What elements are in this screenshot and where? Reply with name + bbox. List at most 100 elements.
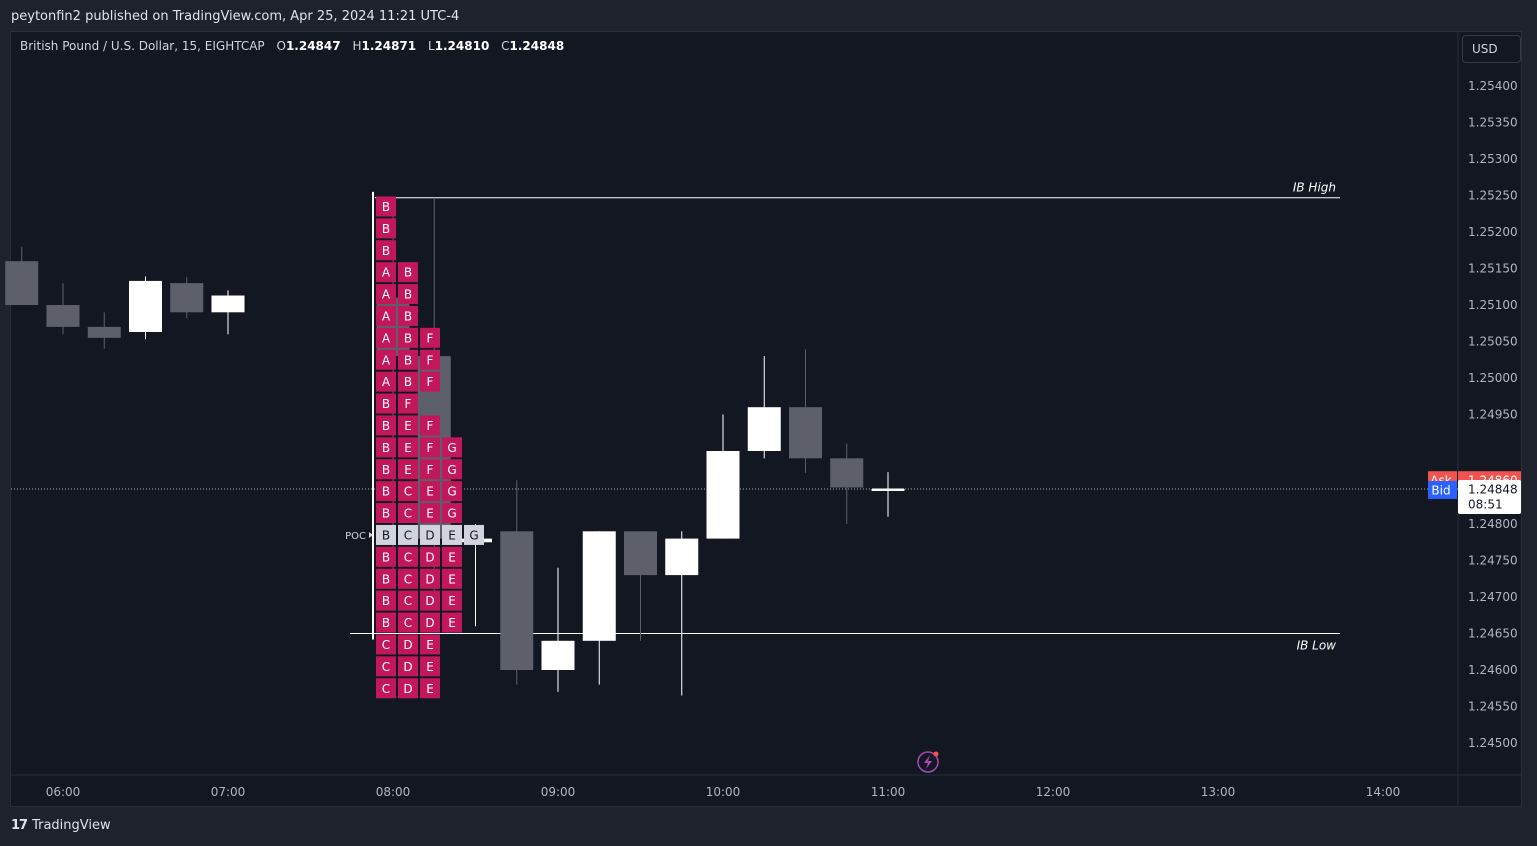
poc-arrow-icon	[369, 531, 373, 538]
tpo-cell	[420, 524, 440, 545]
candle-body[interactable]	[5, 261, 39, 305]
candle-body[interactable]	[87, 326, 121, 338]
lightning-bolt-icon	[924, 755, 932, 769]
candle-body[interactable]	[665, 538, 699, 576]
candle-body[interactable]	[624, 531, 657, 576]
tpo-cell	[376, 678, 396, 699]
price-tick-label: 1.24500	[1468, 736, 1518, 750]
tradingview-brand: TradingView	[32, 818, 111, 833]
tpo-cell	[420, 437, 440, 458]
tpo-letter: E	[404, 441, 412, 455]
tpo-letter: G	[469, 528, 478, 542]
price-tick-label: 1.24800	[1468, 517, 1518, 531]
tradingview-logo[interactable]: 17 TradingView	[11, 818, 111, 833]
tpo-cell	[420, 481, 440, 502]
symbol-legend: British Pound / U.S. Dollar, 15, EIGHTCA…	[20, 39, 564, 53]
price-tick-label: 1.25000	[1468, 371, 1518, 385]
candle-body[interactable]	[747, 407, 781, 451]
tpo-letter: C	[404, 616, 412, 630]
tpo-letter: E	[404, 419, 412, 433]
tpo-letter: B	[404, 331, 412, 345]
tpo-letter: E	[426, 507, 434, 521]
event-dot	[933, 751, 939, 757]
currency-button[interactable]: USD	[1462, 35, 1521, 63]
tpo-letter: A	[382, 353, 391, 367]
last-price-tag	[1458, 479, 1521, 514]
tpo-cell	[398, 349, 418, 370]
bid-tag	[1428, 480, 1457, 499]
tpo-cell	[420, 590, 440, 611]
lightning-event-icon[interactable]	[917, 751, 939, 773]
tpo-cell	[464, 524, 484, 545]
tpo-cell	[376, 481, 396, 502]
tpo-cell	[442, 568, 462, 589]
tpo-cell	[398, 612, 418, 633]
bid-tag-label: Bid	[1431, 483, 1450, 497]
tpo-letter: D	[425, 550, 434, 564]
tpo-letter: B	[382, 485, 390, 499]
candle-body[interactable]	[129, 280, 162, 333]
tpo-cell	[376, 262, 396, 283]
tpo-cell	[398, 503, 418, 524]
tpo-letter: F	[427, 441, 434, 455]
tpo-cell	[398, 524, 418, 545]
candle-body[interactable]	[582, 531, 616, 641]
candle-body[interactable]	[871, 488, 905, 491]
tpo-letter: D	[403, 660, 412, 674]
tpo-letter: E	[448, 528, 456, 542]
time-tick-label: 13:00	[1201, 785, 1236, 799]
candle-body[interactable]	[500, 531, 534, 670]
tpo-letter: A	[382, 309, 391, 323]
open-label: O	[276, 39, 286, 53]
candle-body[interactable]	[541, 640, 575, 670]
tpo-cell	[420, 459, 440, 480]
tpo-letter: E	[448, 550, 456, 564]
tpo-letter: F	[427, 463, 434, 477]
low-value: 1.24810	[434, 39, 490, 53]
tpo-cell	[376, 634, 396, 655]
tpo-letter: B	[382, 550, 390, 564]
tpo-cell	[376, 218, 396, 239]
tpo-letter: D	[403, 682, 412, 696]
tpo-letter: B	[382, 222, 390, 236]
symbol-name[interactable]: British Pound / U.S. Dollar, 15, EIGHTCA…	[20, 39, 265, 53]
tpo-letter: B	[382, 572, 390, 586]
tradingview-logo-icon: 17	[11, 818, 28, 833]
candle-body[interactable]	[170, 283, 204, 313]
tpo-cell	[420, 349, 440, 370]
candle-body[interactable]	[706, 451, 740, 539]
tpo-cell	[376, 240, 396, 261]
tpo-letter: A	[382, 266, 391, 280]
tpo-cell	[420, 568, 440, 589]
tpo-cell	[398, 481, 418, 502]
time-tick-label: 07:00	[211, 785, 246, 799]
tpo-letter: F	[427, 331, 434, 345]
tpo-letter: B	[382, 419, 390, 433]
tpo-cell	[376, 656, 396, 677]
candle-body[interactable]	[46, 305, 80, 327]
tpo-letter: F	[427, 353, 434, 367]
tpo-letter: B	[382, 200, 390, 214]
tpo-letter: D	[425, 572, 434, 586]
tpo-cell	[420, 678, 440, 699]
candle-body[interactable]	[789, 407, 822, 459]
tpo-cell	[398, 437, 418, 458]
candle-body[interactable]	[830, 458, 864, 488]
tpo-letter: A	[382, 375, 391, 389]
price-tick-label: 1.25400	[1468, 79, 1518, 93]
publisher-text: peytonfin2 published on TradingView.com,…	[11, 9, 460, 24]
tpo-cell	[420, 656, 440, 677]
price-tick-label: 1.25100	[1468, 298, 1518, 312]
tpo-letter: C	[404, 550, 412, 564]
tpo-letter: C	[404, 528, 412, 542]
candle-body[interactable]	[211, 295, 245, 313]
tpo-letter: E	[426, 660, 434, 674]
tpo-cell	[376, 590, 396, 611]
tpo-cell	[376, 305, 396, 326]
tpo-letter: C	[382, 682, 390, 696]
tpo-letter: G	[447, 463, 456, 477]
tpo-letter: B	[404, 309, 412, 323]
price-tick-label: 1.24650	[1468, 627, 1518, 641]
tpo-letter: A	[382, 331, 391, 345]
